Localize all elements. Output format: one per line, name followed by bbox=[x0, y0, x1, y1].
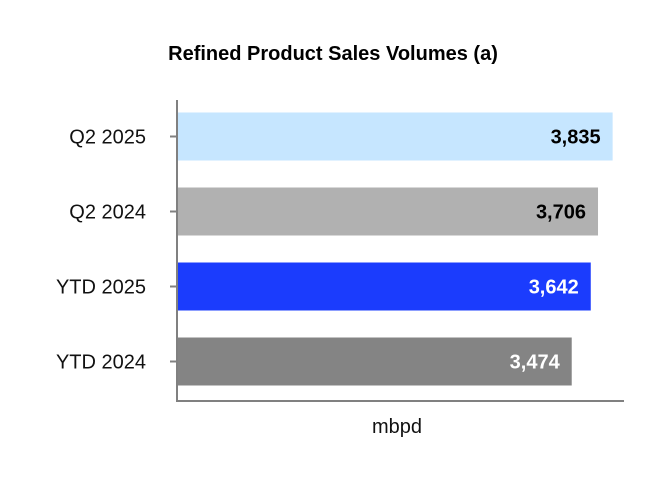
bar-value-label: 3,835 bbox=[551, 127, 601, 149]
y-tick-label: Q2 2025 bbox=[69, 127, 146, 149]
bar-q2-2024 bbox=[178, 187, 599, 236]
bar-value-label: 3,474 bbox=[510, 352, 561, 374]
y-ticks-layer: Q2 2025 Q2 2024 YTD 2025 YTD 2024 bbox=[56, 127, 177, 374]
y-tick-label: Q2 2024 bbox=[69, 202, 146, 224]
x-axis-label: mbpd bbox=[372, 416, 422, 438]
labels-layer: 3,835 3,706 3,642 3,474 bbox=[510, 127, 601, 374]
chart-title: Refined Product Sales Volumes (a) bbox=[168, 43, 498, 65]
y-tick-label: YTD 2025 bbox=[56, 277, 146, 299]
bar-q2-2025 bbox=[178, 112, 613, 161]
bar-ytd-2025 bbox=[178, 262, 591, 311]
bar-value-label: 3,642 bbox=[529, 277, 579, 299]
bars-layer bbox=[178, 112, 613, 386]
bar-value-label: 3,706 bbox=[536, 202, 586, 224]
y-tick-label: YTD 2024 bbox=[56, 352, 146, 374]
bar-ytd-2024 bbox=[178, 337, 572, 386]
